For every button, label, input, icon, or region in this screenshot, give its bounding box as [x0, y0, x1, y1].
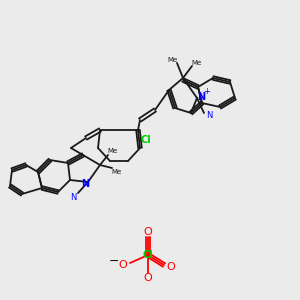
Text: O: O — [118, 260, 127, 270]
Text: N: N — [81, 179, 89, 189]
Text: Cl: Cl — [142, 250, 153, 260]
Text: +: + — [204, 88, 210, 97]
Text: O: O — [144, 273, 152, 283]
Text: Me: Me — [112, 169, 122, 175]
Text: Cl: Cl — [141, 135, 152, 145]
Text: Me: Me — [108, 148, 118, 154]
Text: Me: Me — [191, 60, 201, 66]
Text: O: O — [167, 262, 176, 272]
Text: N: N — [70, 194, 76, 202]
Text: Me: Me — [168, 57, 178, 63]
Text: N: N — [197, 92, 205, 102]
Text: O: O — [144, 227, 152, 237]
Text: −: − — [109, 254, 119, 268]
Text: N: N — [206, 112, 212, 121]
